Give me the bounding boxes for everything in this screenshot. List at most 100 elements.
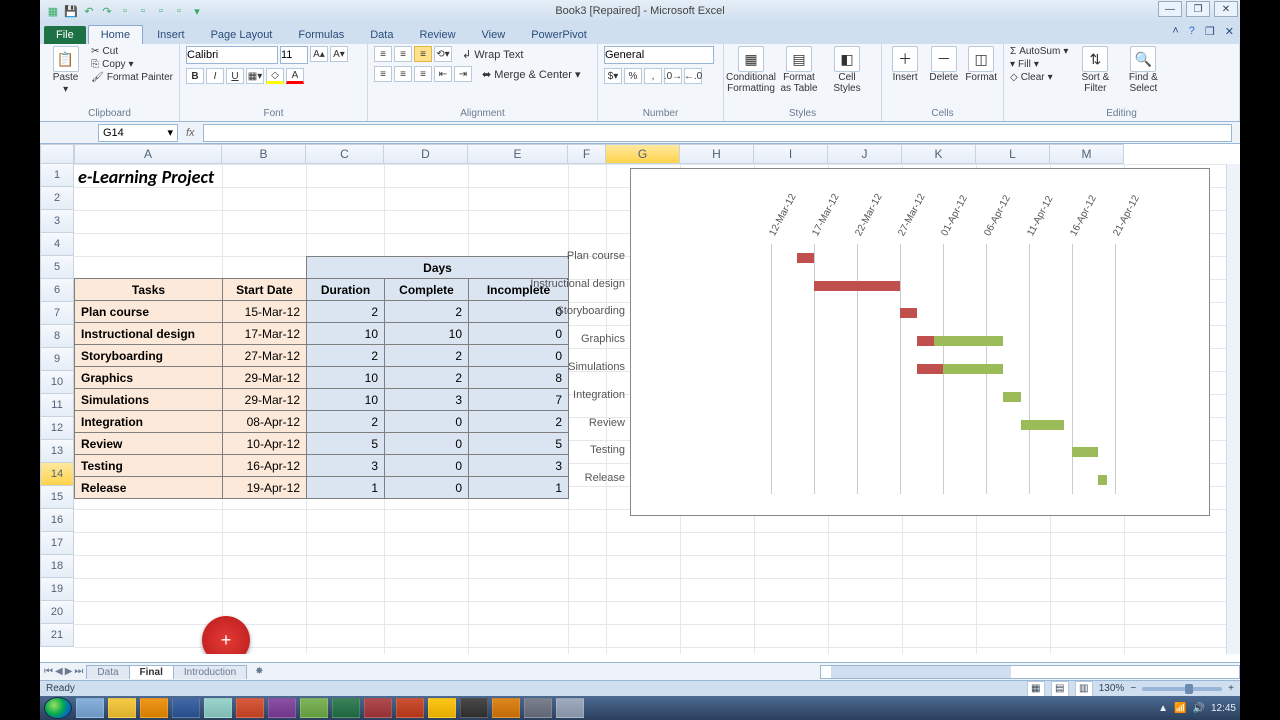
- percent-icon[interactable]: %: [624, 68, 642, 84]
- zoom-out-icon[interactable]: −: [1130, 683, 1136, 694]
- delete-cells-button[interactable]: －Delete: [928, 46, 959, 84]
- open-icon[interactable]: ▫: [136, 4, 150, 18]
- restore-button[interactable]: ❐: [1186, 1, 1210, 17]
- paste-button[interactable]: 📋Paste▾: [46, 46, 85, 95]
- col-header-B[interactable]: B: [222, 144, 306, 164]
- row-header-3[interactable]: 3: [40, 210, 74, 233]
- row-header-16[interactable]: 16: [40, 509, 74, 532]
- ribbon-tab-insert[interactable]: Insert: [145, 26, 197, 44]
- font-family-select[interactable]: [186, 46, 278, 64]
- col-header-K[interactable]: K: [902, 144, 976, 164]
- sort-filter-button[interactable]: ⇅Sort & Filter: [1074, 46, 1116, 94]
- underline-button[interactable]: U: [226, 68, 244, 84]
- select-all-corner[interactable]: [40, 144, 74, 164]
- view-break-icon[interactable]: ▥: [1075, 681, 1093, 697]
- row-header-19[interactable]: 19: [40, 578, 74, 601]
- undo-icon[interactable]: ↶: [82, 4, 96, 18]
- decrease-indent-icon[interactable]: ⇤: [434, 66, 452, 82]
- app-close-icon[interactable]: ✕: [1225, 25, 1234, 38]
- ribbon-tab-data[interactable]: Data: [358, 26, 405, 44]
- zoom-slider[interactable]: [1142, 687, 1222, 691]
- format-as-table-button[interactable]: ▤Format as Table: [778, 46, 820, 94]
- currency-icon[interactable]: $▾: [604, 68, 622, 84]
- row-header-11[interactable]: 11: [40, 394, 74, 417]
- col-header-I[interactable]: I: [754, 144, 828, 164]
- tray-icon[interactable]: ▲: [1158, 703, 1168, 714]
- row-header-5[interactable]: 5: [40, 256, 74, 279]
- taskbar-app-15[interactable]: [556, 698, 584, 718]
- tab-nav-last-icon[interactable]: ⏭: [74, 666, 83, 677]
- taskbar-app-3[interactable]: [172, 698, 200, 718]
- minimize-button[interactable]: ―: [1158, 1, 1182, 17]
- taskbar-app-4[interactable]: [204, 698, 232, 718]
- taskbar-app-6[interactable]: [268, 698, 296, 718]
- sheet-tab-final[interactable]: Final: [129, 665, 174, 679]
- col-header-D[interactable]: D: [384, 144, 468, 164]
- orientation-icon[interactable]: ⟲▾: [434, 46, 452, 62]
- find-select-button[interactable]: 🔍Find & Select: [1122, 46, 1164, 94]
- app-restore-icon[interactable]: ❐: [1205, 25, 1215, 38]
- taskbar-app-2[interactable]: [140, 698, 168, 718]
- align-bottom-icon[interactable]: ≡: [414, 46, 432, 62]
- taskbar-app-13[interactable]: [492, 698, 520, 718]
- ribbon-tab-review[interactable]: Review: [407, 26, 467, 44]
- col-header-C[interactable]: C: [306, 144, 384, 164]
- save-icon[interactable]: 💾: [64, 4, 78, 18]
- redo-icon[interactable]: ↷: [100, 4, 114, 18]
- wrap-text-button[interactable]: ↲ Wrap Text: [462, 48, 523, 61]
- ribbon-minimize-icon[interactable]: ˄: [1172, 25, 1178, 38]
- fill-button[interactable]: ▾ Fill ▾: [1010, 59, 1068, 70]
- decrease-decimal-icon[interactable]: ←.0: [684, 68, 702, 84]
- new-icon[interactable]: ▫: [118, 4, 132, 18]
- font-color-button[interactable]: A: [286, 68, 304, 84]
- taskbar-app-0[interactable]: [76, 698, 104, 718]
- row-header-13[interactable]: 13: [40, 440, 74, 463]
- align-left-icon[interactable]: ≡: [374, 66, 392, 82]
- format-painter-button[interactable]: 🖌 Format Painter: [91, 72, 173, 83]
- insert-cells-button[interactable]: ＋Insert: [888, 46, 922, 84]
- tray-volume-icon[interactable]: 🔊: [1193, 703, 1205, 714]
- taskbar-app-14[interactable]: [524, 698, 552, 718]
- col-header-M[interactable]: M: [1050, 144, 1124, 164]
- conditional-formatting-button[interactable]: ▦Conditional Formatting: [730, 46, 772, 94]
- cell-styles-button[interactable]: ◧Cell Styles: [826, 46, 868, 94]
- zoom-in-icon[interactable]: +: [1228, 683, 1234, 694]
- taskbar-app-7[interactable]: [300, 698, 328, 718]
- gantt-chart[interactable]: 12-Mar-1217-Mar-1222-Mar-1227-Mar-1201-A…: [630, 168, 1210, 516]
- tab-nav-prev-icon[interactable]: ◀: [55, 666, 63, 677]
- row-header-15[interactable]: 15: [40, 486, 74, 509]
- close-button[interactable]: ✕: [1214, 1, 1238, 17]
- row-header-8[interactable]: 8: [40, 325, 74, 348]
- taskbar-app-8[interactable]: [332, 698, 360, 718]
- ribbon-tab-powerpivot[interactable]: PowerPivot: [519, 26, 599, 44]
- taskbar-app-10[interactable]: [396, 698, 424, 718]
- view-layout-icon[interactable]: ▤: [1051, 681, 1069, 697]
- cut-button[interactable]: ✂ Cut: [91, 46, 173, 57]
- col-header-H[interactable]: H: [680, 144, 754, 164]
- ribbon-tab-home[interactable]: Home: [88, 25, 143, 44]
- horizontal-scrollbar[interactable]: [820, 665, 1240, 679]
- bold-button[interactable]: B: [186, 68, 204, 84]
- col-header-A[interactable]: A: [74, 144, 222, 164]
- project-table[interactable]: DaysTasksStart DateDurationCompleteIncom…: [74, 256, 569, 499]
- new-sheet-icon[interactable]: ✸: [247, 666, 271, 677]
- row-header-14[interactable]: 14: [40, 463, 74, 486]
- taskbar-app-5[interactable]: [236, 698, 264, 718]
- increase-font-icon[interactable]: A▴: [310, 46, 328, 62]
- row-header-20[interactable]: 20: [40, 601, 74, 624]
- taskbar-app-12[interactable]: [460, 698, 488, 718]
- sheet-tab-introduction[interactable]: Introduction: [173, 665, 247, 679]
- col-header-L[interactable]: L: [976, 144, 1050, 164]
- row-header-18[interactable]: 18: [40, 555, 74, 578]
- col-header-F[interactable]: F: [568, 144, 606, 164]
- row-header-9[interactable]: 9: [40, 348, 74, 371]
- preview-icon[interactable]: ▫: [172, 4, 186, 18]
- increase-indent-icon[interactable]: ⇥: [454, 66, 472, 82]
- start-button[interactable]: [44, 697, 72, 719]
- ribbon-tab-formulas[interactable]: Formulas: [286, 26, 356, 44]
- fx-icon[interactable]: fx: [186, 127, 195, 139]
- worksheet-grid[interactable]: ABCDEFGHIJKLM 12345678910111213141516171…: [40, 144, 1240, 654]
- tab-nav-first-icon[interactable]: ⏮: [44, 666, 53, 677]
- tray-network-icon[interactable]: 📶: [1174, 703, 1186, 714]
- increase-decimal-icon[interactable]: .0→: [664, 68, 682, 84]
